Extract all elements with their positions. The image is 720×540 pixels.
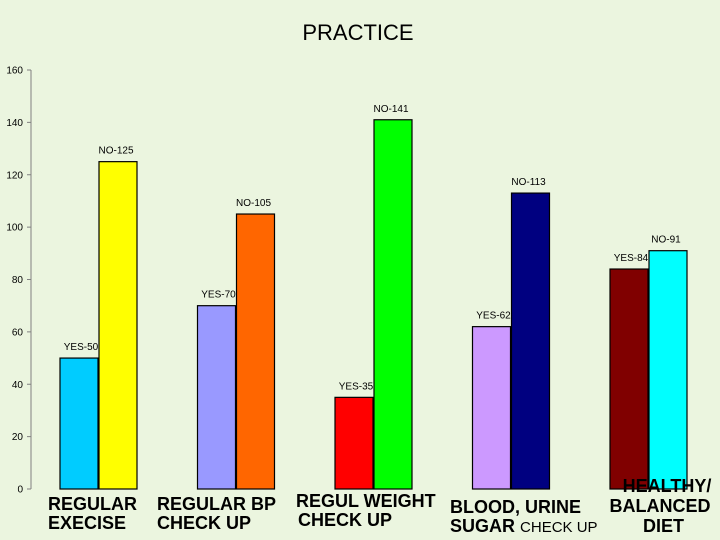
y-tick-label: 60 xyxy=(12,327,24,338)
y-tick-label: 120 xyxy=(6,170,23,181)
category-label-healthy-diet: HEALTHY/ BALANCED DIET xyxy=(605,476,715,536)
data-label-yes: YES-84 xyxy=(614,253,649,264)
bar-yes xyxy=(609,268,649,490)
data-label-yes: YES-50 xyxy=(64,342,99,353)
data-label-no: NO-105 xyxy=(236,198,271,209)
category-label-line2: BALANCED xyxy=(609,496,711,517)
bars-group xyxy=(59,119,688,490)
category-label-line2: EXECISE xyxy=(48,513,127,534)
category-label-line2: SUGAR CHECK UP xyxy=(450,516,598,537)
bar-yes xyxy=(471,326,512,490)
y-tick-label: 160 xyxy=(6,66,23,77)
y-axis-ticks: 0 20 40 60 80 100 120 140 160 xyxy=(6,66,31,496)
category-label-line1: BLOOD, URINE xyxy=(450,497,582,517)
bar-no xyxy=(235,213,276,490)
bar-no xyxy=(98,161,138,490)
data-label-no: NO-141 xyxy=(373,104,408,115)
chart-title: PRACTICE xyxy=(302,20,414,45)
y-tick-label: 40 xyxy=(12,380,24,391)
category-label-regular-exercise: REGULAR EXECISE xyxy=(48,494,137,534)
category-label-blood-urine: BLOOD, URINE SUGAR CHECK UP xyxy=(450,497,598,537)
data-labels-group: YES-50 NO-125 YES-70 NO-105 YES-35 NO-141 YES-… xyxy=(64,104,681,393)
y-tick-label: 20 xyxy=(12,432,24,443)
category-label-line3: DIET xyxy=(643,516,685,537)
data-label-no: NO-91 xyxy=(651,235,681,246)
bar-yes xyxy=(334,396,374,490)
y-tick-label: 0 xyxy=(17,485,23,496)
category-label-line1: REGULAR BP xyxy=(157,494,277,514)
category-label-line1: HEALTHY/ xyxy=(622,476,712,496)
category-label-line2: CHECK UP xyxy=(157,513,252,534)
y-tick-label: 140 xyxy=(6,118,23,129)
bar-no xyxy=(510,192,551,490)
category-label-line1: REGULAR xyxy=(48,494,137,514)
data-label-yes: YES-35 xyxy=(339,381,374,392)
category-label-line1: REGUL WEIGHT xyxy=(296,491,436,511)
data-label-no: NO-125 xyxy=(98,146,133,157)
y-tick-label: 100 xyxy=(6,223,23,234)
bar-yes xyxy=(196,305,237,490)
category-label-regular-bp: REGULAR BP CHECK UP xyxy=(157,494,277,534)
bar-no xyxy=(648,250,688,490)
bar-yes xyxy=(59,357,99,490)
y-tick-label: 80 xyxy=(12,275,24,286)
category-label-weight: REGUL WEIGHT CHECK UP xyxy=(296,491,436,531)
data-label-no: NO-113 xyxy=(511,177,546,188)
data-label-yes: YES-62 xyxy=(476,311,511,322)
bar-no xyxy=(373,119,413,490)
data-label-yes: YES-70 xyxy=(201,290,236,301)
category-label-line2: CHECK UP xyxy=(298,510,393,531)
